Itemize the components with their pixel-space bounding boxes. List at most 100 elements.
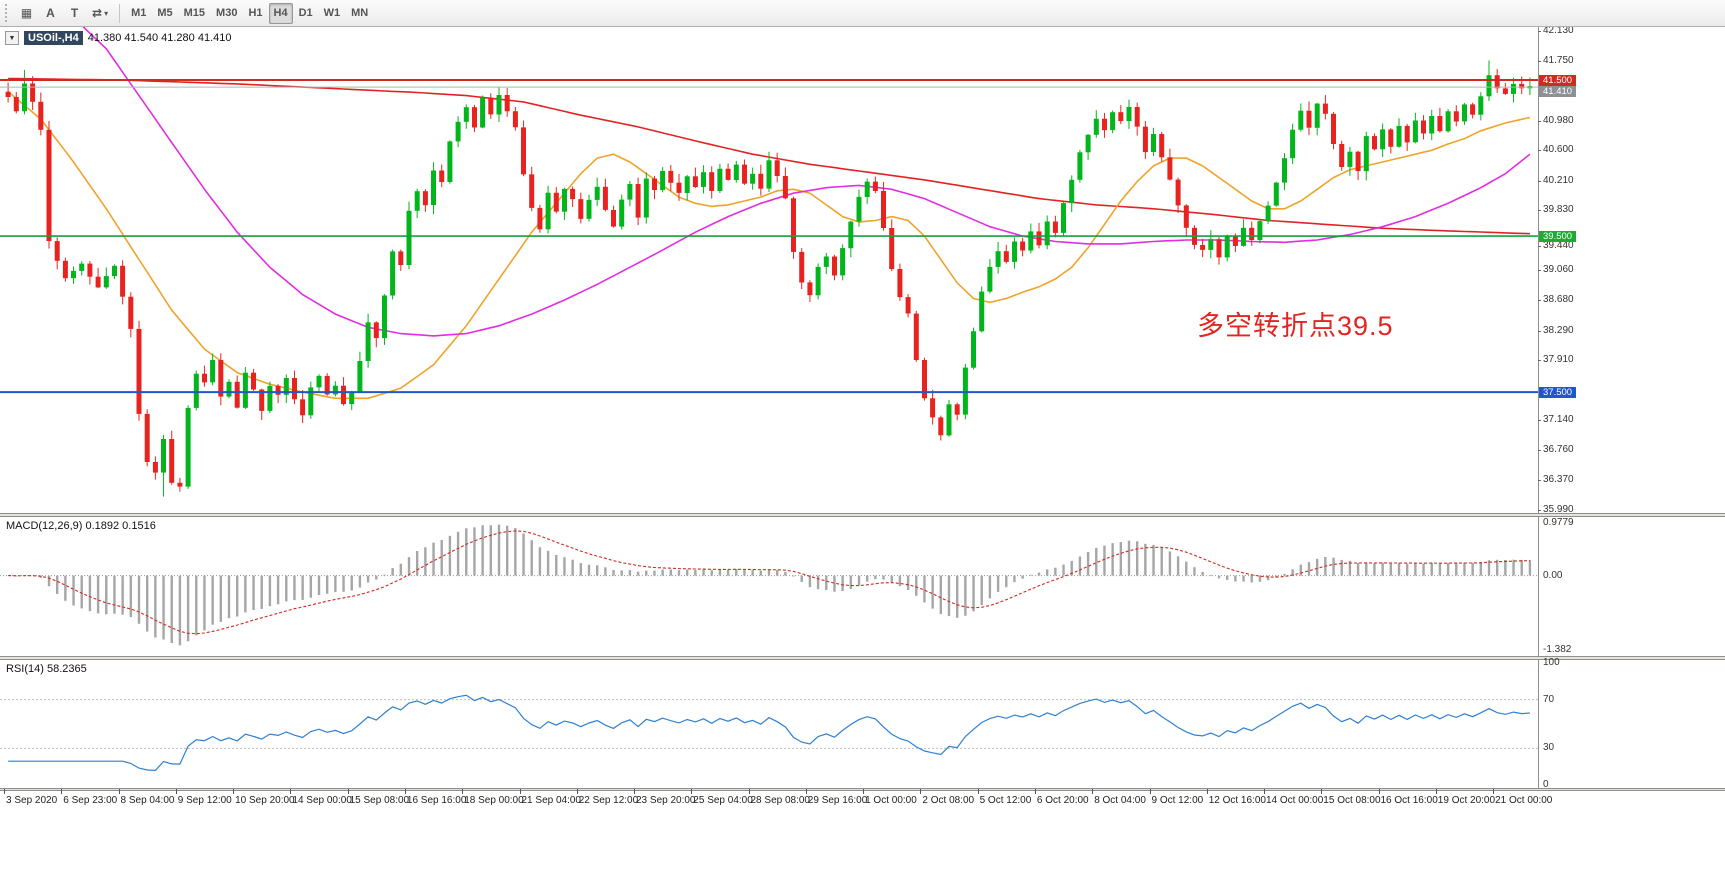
time-axis-tick	[805, 789, 807, 794]
price-axis-tick	[1538, 30, 1541, 32]
time-axis-label: 14 Oct 00:00	[1266, 795, 1324, 806]
time-axis-tick	[748, 789, 750, 794]
chart-title: ▼ USOil-,H4 41.380 41.540 41.280 41.410	[5, 31, 231, 45]
time-axis-label: 16 Oct 16:00	[1380, 795, 1438, 806]
timeframe-M5[interactable]: M5	[157, 7, 173, 19]
panel-splitter[interactable]	[0, 656, 1725, 660]
time-axis-tick	[977, 789, 979, 794]
price-axis-label: 37.910	[1543, 354, 1574, 366]
timeframe-MN[interactable]: MN	[351, 7, 369, 19]
toolbar-icon-group: ▦ A T ⇄ ▾	[15, 3, 113, 24]
time-axis-tick	[1378, 789, 1380, 794]
time-axis-tick	[4, 789, 5, 794]
macd-chart[interactable]	[0, 517, 1538, 656]
timeframe-button-group: M1 M5 M15 M30 H1 H4 D1 W1 MN	[126, 2, 373, 24]
price-badge: 41.500	[1539, 74, 1577, 86]
timeframe-H1[interactable]: H1	[248, 7, 263, 19]
panel-splitter[interactable]	[0, 513, 1725, 517]
text-tool-button[interactable]: T	[63, 3, 86, 24]
time-axis-label: 10 Sep 20:00	[235, 795, 295, 806]
time-axis-label: 12 Oct 16:00	[1208, 795, 1266, 806]
price-axis-tick	[1538, 360, 1541, 362]
timeframe-M30[interactable]: M30	[216, 7, 238, 19]
price-axis-tick	[1538, 300, 1541, 301]
time-axis-tick	[1149, 789, 1151, 794]
price-axis-label: 36.370	[1543, 474, 1574, 486]
time-axis-label: 1 Oct 00:00	[865, 795, 917, 806]
ma-medium	[7, 91, 1531, 400]
time-axis-tick	[691, 789, 693, 794]
chart-grid-icon: ▦	[20, 6, 33, 20]
time-axis-label: 5 Oct 12:00	[979, 795, 1032, 806]
annotate-letter-icon: A	[46, 6, 55, 20]
time-axis-label: 6 Sep 23:00	[63, 795, 118, 806]
template-cycler-button[interactable]: ⇄ ▾	[87, 3, 113, 24]
time-axis-tick	[1264, 789, 1265, 794]
price-axis-label: 42.130	[1543, 24, 1574, 36]
toolbar-grip[interactable]	[5, 4, 10, 22]
price-axis-tick	[1538, 420, 1541, 422]
chart-ohlc-values: 41.380 41.540 41.280 41.410	[87, 32, 232, 44]
price-axis-tick	[1538, 330, 1541, 332]
time-axis-label: 8 Sep 04:00	[120, 795, 175, 806]
time-axis-tick	[233, 789, 235, 794]
ma-fast	[82, 27, 1531, 337]
time-axis-tick	[1034, 789, 1036, 794]
time-axis-tick	[175, 789, 177, 794]
time-axis-tick	[1435, 789, 1437, 794]
time-axis-label: 19 Oct 20:00	[1437, 795, 1496, 806]
toolbar-separator	[119, 3, 121, 23]
timeframe-M15[interactable]: M15	[183, 7, 206, 19]
time-axis-label: 15 Sep 08:00	[349, 795, 410, 806]
rsi-label: RSI(14) 58.2365	[6, 663, 87, 675]
price-axis-label: 39.830	[1543, 204, 1574, 216]
price-axis-label: 40.600	[1543, 144, 1574, 156]
symbol-dropdown-button[interactable]: ▼	[5, 31, 19, 45]
time-axis-label: 2 Oct 08:00	[922, 795, 975, 806]
time-axis-label: 9 Oct 12:00	[1151, 795, 1204, 806]
price-axis-tick	[1538, 270, 1541, 272]
time-axis-tick	[290, 789, 292, 794]
timeframe-W1[interactable]: W1	[323, 7, 341, 19]
time-axis-tick	[61, 789, 63, 794]
price-axis-tick	[1538, 210, 1541, 212]
time-axis-tick	[347, 789, 349, 794]
price-axis-tick	[1538, 60, 1541, 62]
time-axis-label: 16 Sep 16:00	[406, 795, 467, 806]
macd-axis-label: 0.00	[1543, 569, 1563, 581]
main-chart[interactable]	[0, 27, 1538, 513]
time-axis-separator	[0, 788, 1725, 791]
chart-grid-button[interactable]: ▦	[15, 3, 38, 24]
timeframe-H4[interactable]: H4	[268, 2, 293, 24]
time-axis-label: 21 Oct 00:00	[1495, 795, 1553, 806]
time-axis-tick	[634, 789, 635, 794]
rsi-line	[8, 694, 1530, 772]
time-axis-tick	[1092, 789, 1094, 794]
price-axis-label: 36.760	[1543, 443, 1574, 455]
text-tool-icon: T	[70, 6, 79, 20]
time-axis-label: 22 Sep 12:00	[578, 795, 639, 806]
macd-axis-label: 0.9779	[1543, 517, 1574, 528]
time-axis-label: 28 Sep 08:00	[750, 795, 811, 806]
price-axis-label: 41.750	[1543, 54, 1574, 66]
price-axis-label: 40.980	[1543, 114, 1574, 126]
rsi-axis-label: 70	[1543, 693, 1555, 705]
rsi-chart[interactable]	[0, 660, 1538, 788]
macd-label: MACD(12,26,9) 0.1892 0.1516	[6, 520, 156, 532]
timeframe-M1[interactable]: M1	[131, 7, 147, 19]
time-axis-tick	[920, 789, 922, 794]
chart-annotation: 多空转折点39.5	[1197, 311, 1394, 341]
time-axis-label: 8 Oct 04:00	[1094, 795, 1146, 806]
annotate-letter-button[interactable]: A	[39, 3, 62, 24]
price-axis-label: 39.060	[1543, 264, 1574, 276]
time-axis-label: 21 Sep 04:00	[521, 795, 582, 806]
time-axis-label: 3 Sep 2020	[6, 795, 58, 806]
time-axis-tick	[1321, 789, 1323, 794]
chevron-down-icon: ▼	[8, 34, 16, 42]
time-axis-label: 18 Sep 00:00	[464, 795, 524, 806]
macd-signal-line	[8, 530, 1530, 635]
toolbar: ▦ A T ⇄ ▾ M1 M5 M15 M30 H1 H4 D1 W1 MN	[0, 0, 1725, 27]
dropdown-caret-icon: ▾	[104, 8, 109, 18]
timeframe-D1[interactable]: D1	[298, 7, 313, 19]
template-cycler-icon: ⇄	[92, 6, 103, 20]
